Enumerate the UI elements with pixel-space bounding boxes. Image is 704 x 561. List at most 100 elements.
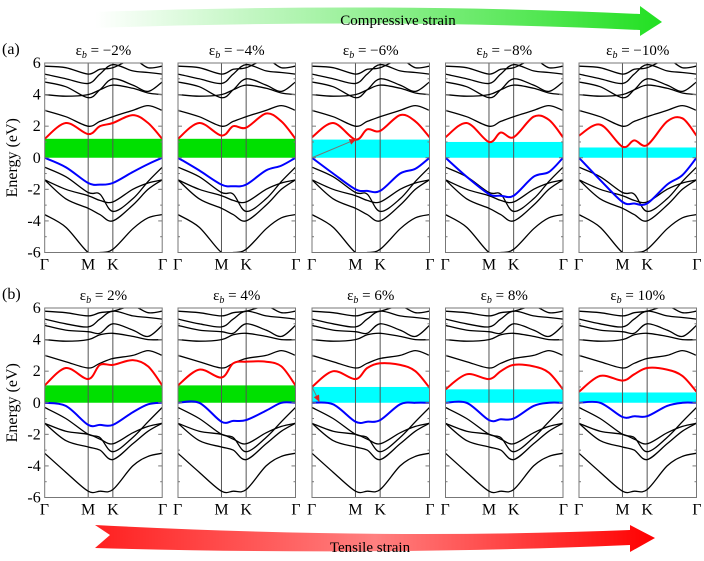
band-gap-region [445,141,563,158]
valence-band-max-line [312,156,430,194]
band-line [579,84,697,97]
band-line [445,213,563,253]
band-gap-region [579,147,697,158]
strain-symbol: ε [347,288,353,304]
k-point-label: Γ [173,257,182,274]
row-label: (b) [2,286,21,303]
strain-value: = 10% [622,288,665,304]
bands [445,308,563,494]
band-line [445,104,563,127]
conduction-band-min-line [44,114,163,140]
k-point-label: K [107,502,119,519]
strain-symbol: ε [610,288,616,304]
band-line [44,310,163,328]
band-line [445,332,563,342]
band-line [44,422,163,445]
valence-band-max-line [445,157,563,199]
bands [445,63,563,253]
panel: εb = 8% Γ M K Γ [441,288,569,519]
band-line [445,452,563,494]
y-tick-label: -2 [27,181,40,198]
band-line [445,84,563,97]
panel-title: εb = 8% [481,288,528,306]
compressive-arrow-shape [95,6,662,36]
band-line [445,179,563,222]
band-line [579,332,697,342]
band-line [44,349,163,369]
indirect-gap-arrow [311,386,320,403]
panel: εb = 10% Γ M K Γ [574,288,702,519]
valence-band-max-line [44,401,163,428]
band-line [178,310,296,328]
band-line [178,104,296,127]
panel-title: εb = 2% [80,288,127,306]
band-line [178,332,296,342]
panel: εb = 4% Γ M K Γ [173,288,301,519]
y-tick-label: 4 [33,332,41,349]
conduction-band-min-line [579,366,697,393]
k-point-label: Γ [291,257,300,274]
k-point-label: K [374,257,386,274]
band-line [445,349,563,369]
panel-title: εb = 10% [610,288,665,306]
band-line [579,310,697,328]
k-point-label: Γ [425,257,434,274]
band-line [312,104,430,127]
band-line [579,349,697,369]
strain-value: = 2% [91,288,127,304]
y-axis-label: Energy (eV) [4,118,21,197]
band-line [579,323,697,338]
band-line [312,332,430,342]
strain-subscript: b [349,50,354,61]
k-point-label: Γ [425,502,434,519]
y-tick-label: -4 [27,213,40,230]
band-line [44,78,163,99]
strain-symbol: ε [80,288,86,304]
band-gap-region [44,138,163,158]
k-point-label: M [482,502,496,519]
band-line [579,63,697,75]
y-tick-label: 0 [33,395,41,412]
k-point-label: M [81,257,95,274]
band-line [178,406,296,453]
band-line [178,213,296,253]
strain-subscript: b [353,295,358,306]
strain-value: = −6% [354,43,398,59]
band-line [44,104,163,127]
tensile-strain-label: Tensile strain [330,540,411,556]
strain-symbol: ε [476,43,482,59]
band-line [312,349,430,369]
band-line [579,452,697,494]
compressive-strain-label: Compressive strain [340,13,456,29]
k-point-label: M [482,257,496,274]
band-line [178,323,296,338]
band-line [312,422,430,445]
band-line [178,308,296,317]
band-line [44,63,163,75]
k-point-label: K [508,502,520,519]
k-point-label: Γ [692,502,701,519]
band-line [445,310,563,328]
strain-value: = −2% [87,43,131,59]
strain-symbol: ε [76,43,82,59]
strain-value: = −4% [220,43,264,59]
band-line [178,422,296,445]
k-point-label: Γ [441,257,450,274]
band-line [445,323,563,338]
k-point-label: K [374,502,386,519]
band-line [312,78,430,99]
k-point-label: M [615,257,629,274]
panel-title: εb = −6% [343,43,399,61]
k-point-label: M [348,257,362,274]
strain-symbol: ε [209,43,215,59]
k-point-label: Γ [158,502,167,519]
band-line [44,179,163,222]
y-tick-label: 6 [33,300,41,317]
y-tick-label: -6 [27,490,40,507]
tensile-arrow-shape [95,525,655,552]
band-gap-region [312,139,430,158]
